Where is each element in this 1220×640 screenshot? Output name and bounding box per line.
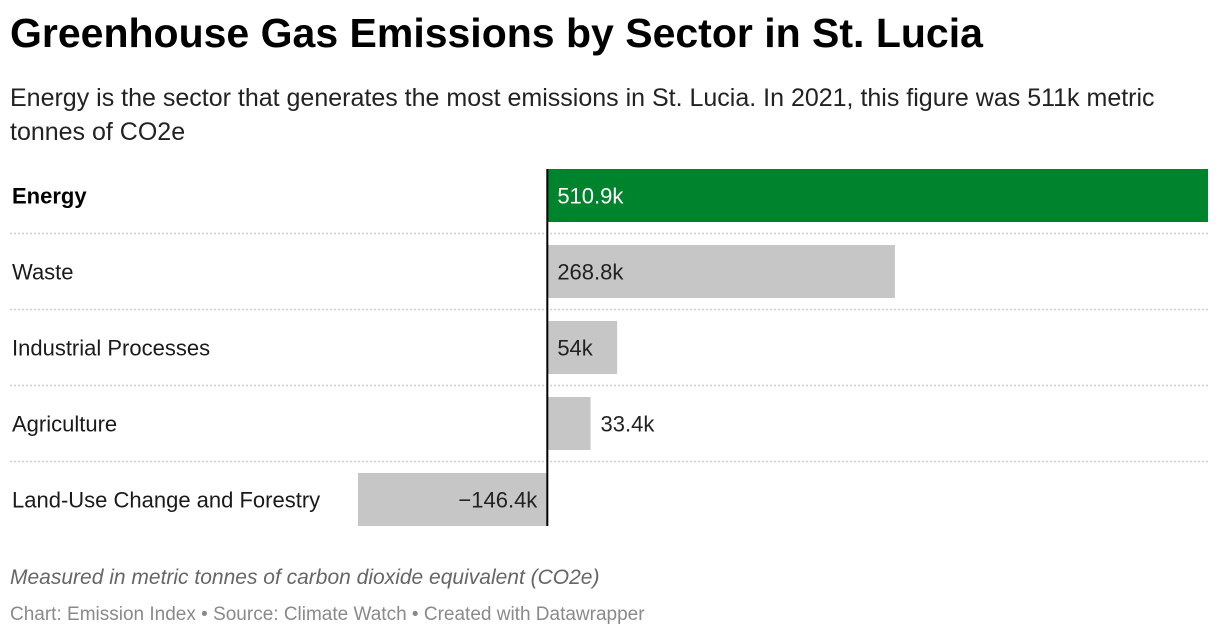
bar bbox=[547, 397, 591, 450]
value-label: −146.4k bbox=[458, 488, 538, 513]
chart-note: Measured in metric tonnes of carbon diox… bbox=[10, 566, 600, 589]
chart-title: Greenhouse Gas Emissions by Sector in St… bbox=[10, 10, 983, 56]
category-label: Land-Use Change and Forestry bbox=[12, 488, 320, 513]
bar bbox=[547, 321, 618, 374]
value-label: 33.4k bbox=[601, 412, 656, 437]
bar bbox=[547, 245, 895, 298]
category-label: Waste bbox=[12, 260, 74, 285]
value-label: 54k bbox=[557, 336, 593, 361]
bar bbox=[547, 169, 1208, 222]
chart-subtitle: Energy is the sector that generates the … bbox=[10, 84, 1155, 146]
chart-footer: Chart: Emission Index • Source: Climate … bbox=[10, 604, 645, 625]
bar bbox=[358, 473, 548, 526]
category-label: Agriculture bbox=[12, 412, 117, 437]
bar-chart: Energy 510.9k Waste 268.8k Industrial Proces… bbox=[10, 169, 1208, 526]
category-label: Industrial Processes bbox=[12, 336, 210, 361]
value-label: 510.9k bbox=[557, 184, 624, 209]
value-label: 268.8k bbox=[557, 260, 624, 285]
category-label: Energy bbox=[12, 184, 87, 209]
